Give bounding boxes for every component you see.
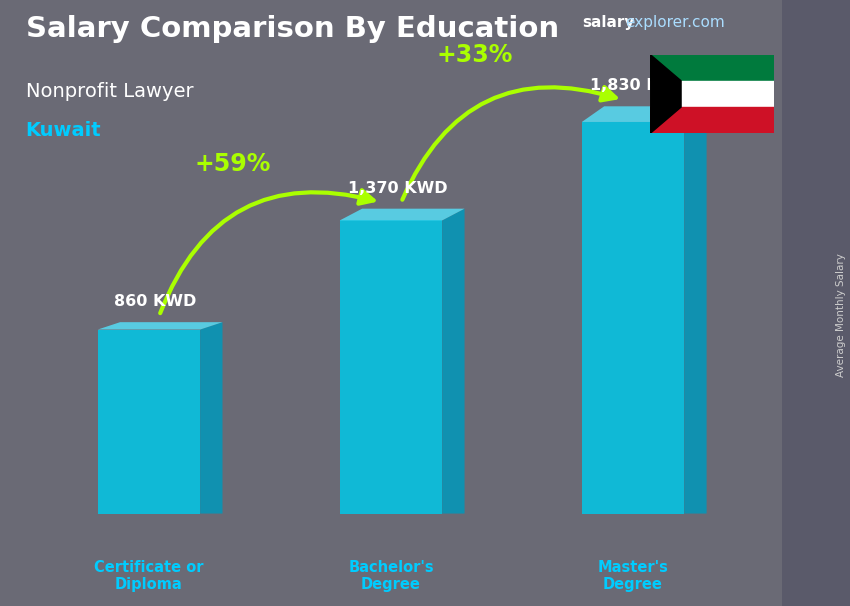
Text: Kuwait: Kuwait: [26, 121, 101, 140]
Text: explorer.com: explorer.com: [625, 15, 724, 30]
Polygon shape: [98, 322, 223, 330]
Polygon shape: [442, 208, 465, 513]
Text: salary: salary: [582, 15, 635, 30]
Text: Master's
Degree: Master's Degree: [598, 560, 668, 592]
Polygon shape: [340, 208, 465, 221]
Text: Certificate or
Diploma: Certificate or Diploma: [94, 560, 204, 592]
Text: Bachelor's
Degree: Bachelor's Degree: [348, 560, 434, 592]
Polygon shape: [98, 330, 200, 513]
Text: Salary Comparison By Education: Salary Comparison By Education: [26, 15, 558, 43]
Text: +59%: +59%: [195, 152, 271, 176]
Bar: [650, 81, 774, 107]
Text: Average Monthly Salary: Average Monthly Salary: [836, 253, 846, 377]
Text: +33%: +33%: [437, 43, 513, 67]
Polygon shape: [684, 106, 706, 513]
Text: Nonprofit Lawyer: Nonprofit Lawyer: [26, 82, 193, 101]
Polygon shape: [582, 122, 684, 513]
Polygon shape: [340, 221, 442, 513]
Bar: [650, 107, 774, 133]
Polygon shape: [650, 55, 681, 133]
Bar: [650, 55, 774, 81]
Polygon shape: [582, 106, 706, 122]
Text: 860 KWD: 860 KWD: [115, 295, 197, 309]
Text: 1,830 KWD: 1,830 KWD: [590, 78, 689, 93]
Polygon shape: [200, 322, 223, 513]
Text: 1,370 KWD: 1,370 KWD: [348, 181, 447, 196]
